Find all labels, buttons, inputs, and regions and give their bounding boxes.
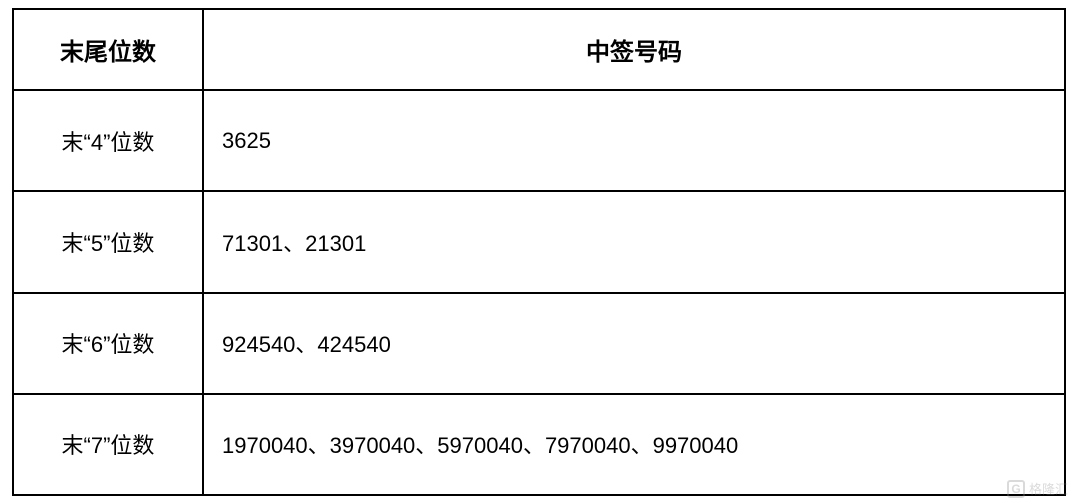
digit-label: 末“5”位数 bbox=[13, 191, 203, 292]
table-row: 末“7”位数 1970040、3970040、5970040、7970040、9… bbox=[13, 394, 1065, 495]
digit-value: 3625 bbox=[203, 90, 1065, 191]
digit-label: 末“7”位数 bbox=[13, 394, 203, 495]
table-row: 末“4”位数 3625 bbox=[13, 90, 1065, 191]
table-header-row: 末尾位数 中签号码 bbox=[13, 9, 1065, 90]
lottery-results-table: 末尾位数 中签号码 末“4”位数 3625 末“5”位数 71301、21301… bbox=[12, 8, 1066, 496]
header-tail-digits: 末尾位数 bbox=[13, 9, 203, 90]
table-row: 末“5”位数 71301、21301 bbox=[13, 191, 1065, 292]
lottery-table-container: 末尾位数 中签号码 末“4”位数 3625 末“5”位数 71301、21301… bbox=[12, 8, 1066, 496]
digit-value: 924540、424540 bbox=[203, 293, 1065, 394]
digit-label: 末“4”位数 bbox=[13, 90, 203, 191]
header-winning-numbers: 中签号码 bbox=[203, 9, 1065, 90]
table-row: 末“6”位数 924540、424540 bbox=[13, 293, 1065, 394]
digit-value: 1970040、3970040、5970040、7970040、9970040 bbox=[203, 394, 1065, 495]
digit-value: 71301、21301 bbox=[203, 191, 1065, 292]
digit-label: 末“6”位数 bbox=[13, 293, 203, 394]
